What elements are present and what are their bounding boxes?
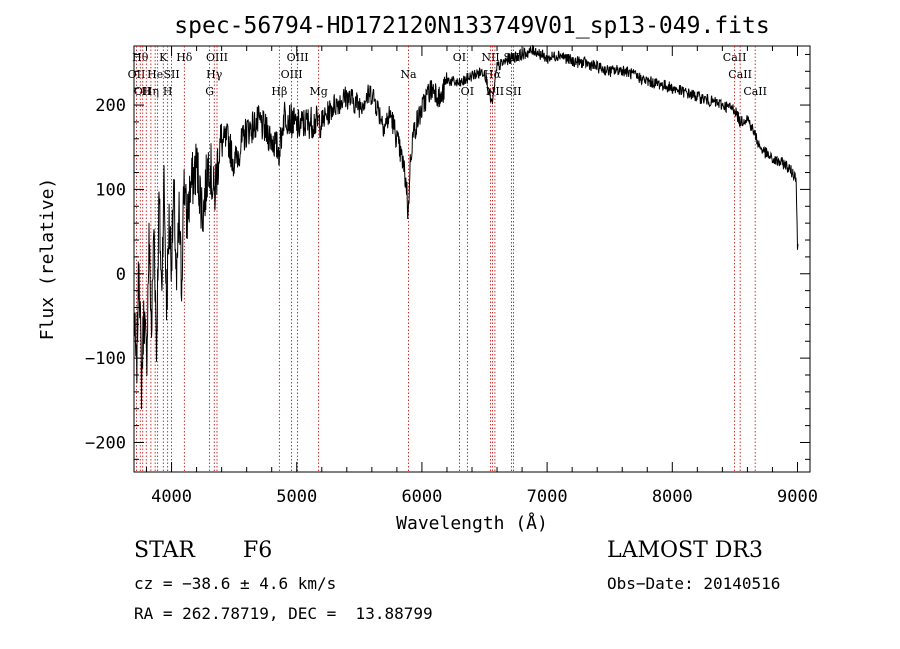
line-marker-label: CaII [743,85,767,98]
plot-frame [133,45,811,473]
line-marker-label: Hη [143,85,159,98]
x-tick-label: 6000 [401,487,442,507]
x-tick-label: 5000 [276,487,317,507]
tick-layer: 4000 5000 6000 7000 8000 9000 −200 −100 0 100 200 [85,46,818,507]
x-tick-label: 4000 [151,487,192,507]
x-tick-label: 8000 [652,487,693,507]
line-marker-label: OIII [287,51,309,64]
chart-title: spec-56794-HD172120N133749V01_sp13-049.f… [174,13,769,39]
line-marker-label: Mg [309,85,327,98]
coordinates: RA = 262.78719, DEC = 13.88799 [134,604,433,623]
line-marker-label: G [205,85,214,98]
object-class: STAR [134,538,195,563]
y-tick-label: −200 [85,433,126,453]
line-marker-label: SII [163,68,179,81]
y-axis-label: Flux (relative) [37,178,58,341]
line-marker-label: Na [400,68,417,81]
x-axis-label: Wavelength (Å) [396,512,548,534]
x-tick-label: 9000 [777,487,818,507]
x-tick-label: 7000 [527,487,568,507]
line-marker-layer: OIIHθOIIHHηHeKHSIIHδGHγOIIIHβOIIIOIIIMgN… [128,46,767,472]
redshift-value: cz = −38.6 ± 4.6 km/s [134,574,337,593]
line-marker-label: CaII [728,68,752,81]
line-marker-label: K [159,51,168,64]
line-marker-label: OI [453,51,466,64]
line-marker-label: NII [481,51,499,64]
y-tick-label: 100 [95,180,126,200]
y-tick-label: 0 [116,265,126,285]
line-marker-label: He [147,68,163,81]
subclass: F6 [243,538,273,563]
line-marker-label: OIII [206,51,228,64]
observation-date: Obs−Date: 20140516 [607,574,781,593]
line-marker-label: CaII [723,51,747,64]
line-marker-label: SII [505,85,521,98]
line-marker-label: OIII [281,68,303,81]
line-marker-label: OI [461,85,474,98]
line-marker-label: Hδ [176,51,193,64]
spectrum-line [133,44,799,410]
y-tick-label: −100 [85,349,126,369]
line-marker-label: H [141,85,151,98]
line-marker-label: OII [128,68,146,81]
line-marker-label: H [163,85,173,98]
line-marker-label: Hα [484,68,502,81]
y-tick-label: 200 [95,96,126,116]
survey-name: LAMOST DR3 [607,538,763,563]
line-marker-label: Hγ [206,68,223,81]
series-layer [133,44,799,410]
line-marker-label: Hβ [271,85,287,98]
